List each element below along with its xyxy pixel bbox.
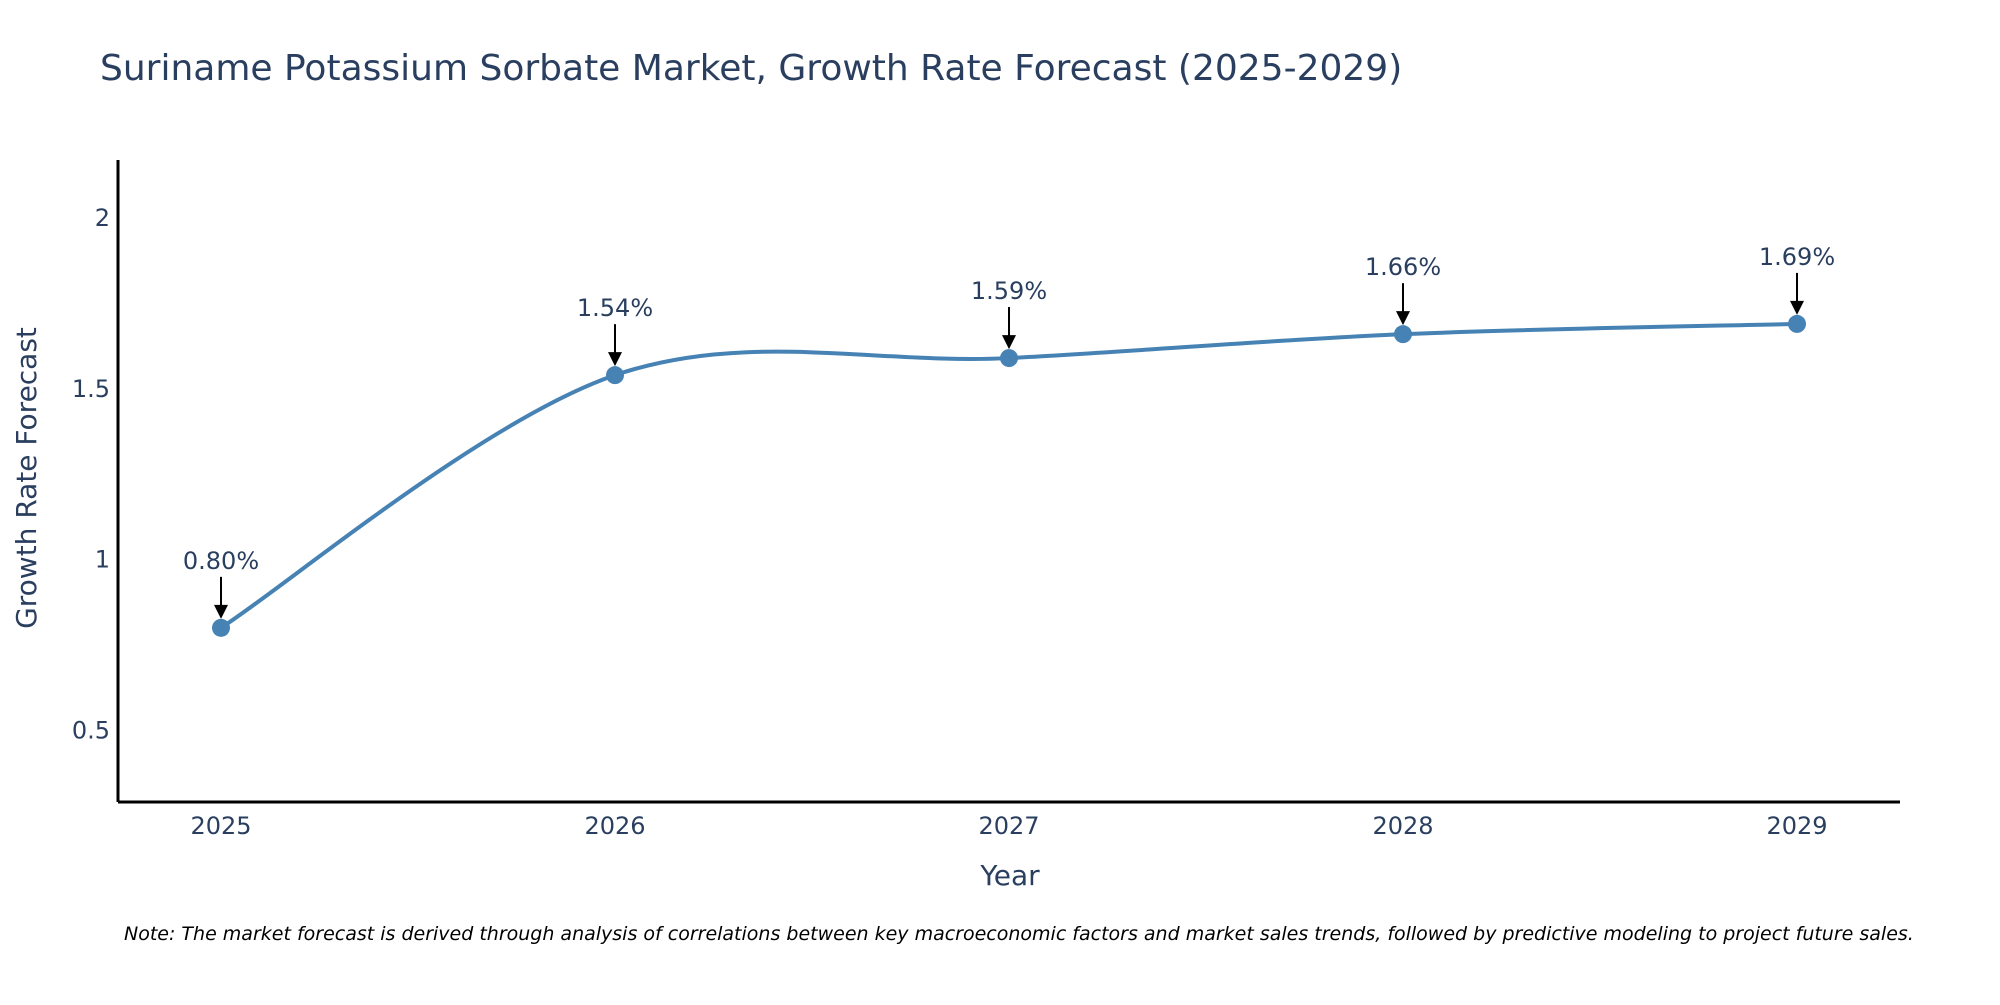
annotation-arrowhead: [1790, 300, 1804, 315]
annotation-arrowhead: [214, 604, 228, 619]
data-point: [606, 366, 624, 385]
x-axis-title: Year: [979, 859, 1040, 892]
data-label: 1.69%: [1759, 243, 1835, 271]
y-tick-label: 0.5: [72, 716, 110, 744]
y-tick-label: 1.5: [72, 375, 110, 403]
footnote: Note: The market forecast is derived thr…: [124, 923, 1914, 945]
x-tick-label: 2025: [190, 812, 251, 840]
y-axis-title: Growth Rate Forecast: [10, 327, 43, 629]
y-tick-label: 1: [95, 546, 110, 574]
x-tick-label: 2027: [978, 812, 1039, 840]
x-tick-label: 2029: [1766, 812, 1827, 840]
series-line: [219, 321, 1798, 630]
data-point: [1788, 314, 1806, 333]
x-tick-label: 2028: [1372, 812, 1433, 840]
chart-title: Suriname Potassium Sorbate Market, Growt…: [100, 48, 1402, 89]
data-label: 1.59%: [971, 277, 1047, 305]
y-tick-label: 2: [95, 204, 110, 232]
annotation-arrowhead: [1396, 311, 1410, 326]
annotation-arrowhead: [1002, 335, 1016, 350]
data-point: [1000, 349, 1018, 368]
x-tick-label: 2026: [584, 812, 645, 840]
data-point: [212, 618, 230, 637]
data-label: 0.80%: [183, 547, 259, 575]
data-label: 1.54%: [577, 294, 653, 322]
data-point: [1394, 325, 1412, 344]
annotation-arrowhead: [608, 352, 622, 367]
data-label: 1.66%: [1365, 253, 1441, 281]
